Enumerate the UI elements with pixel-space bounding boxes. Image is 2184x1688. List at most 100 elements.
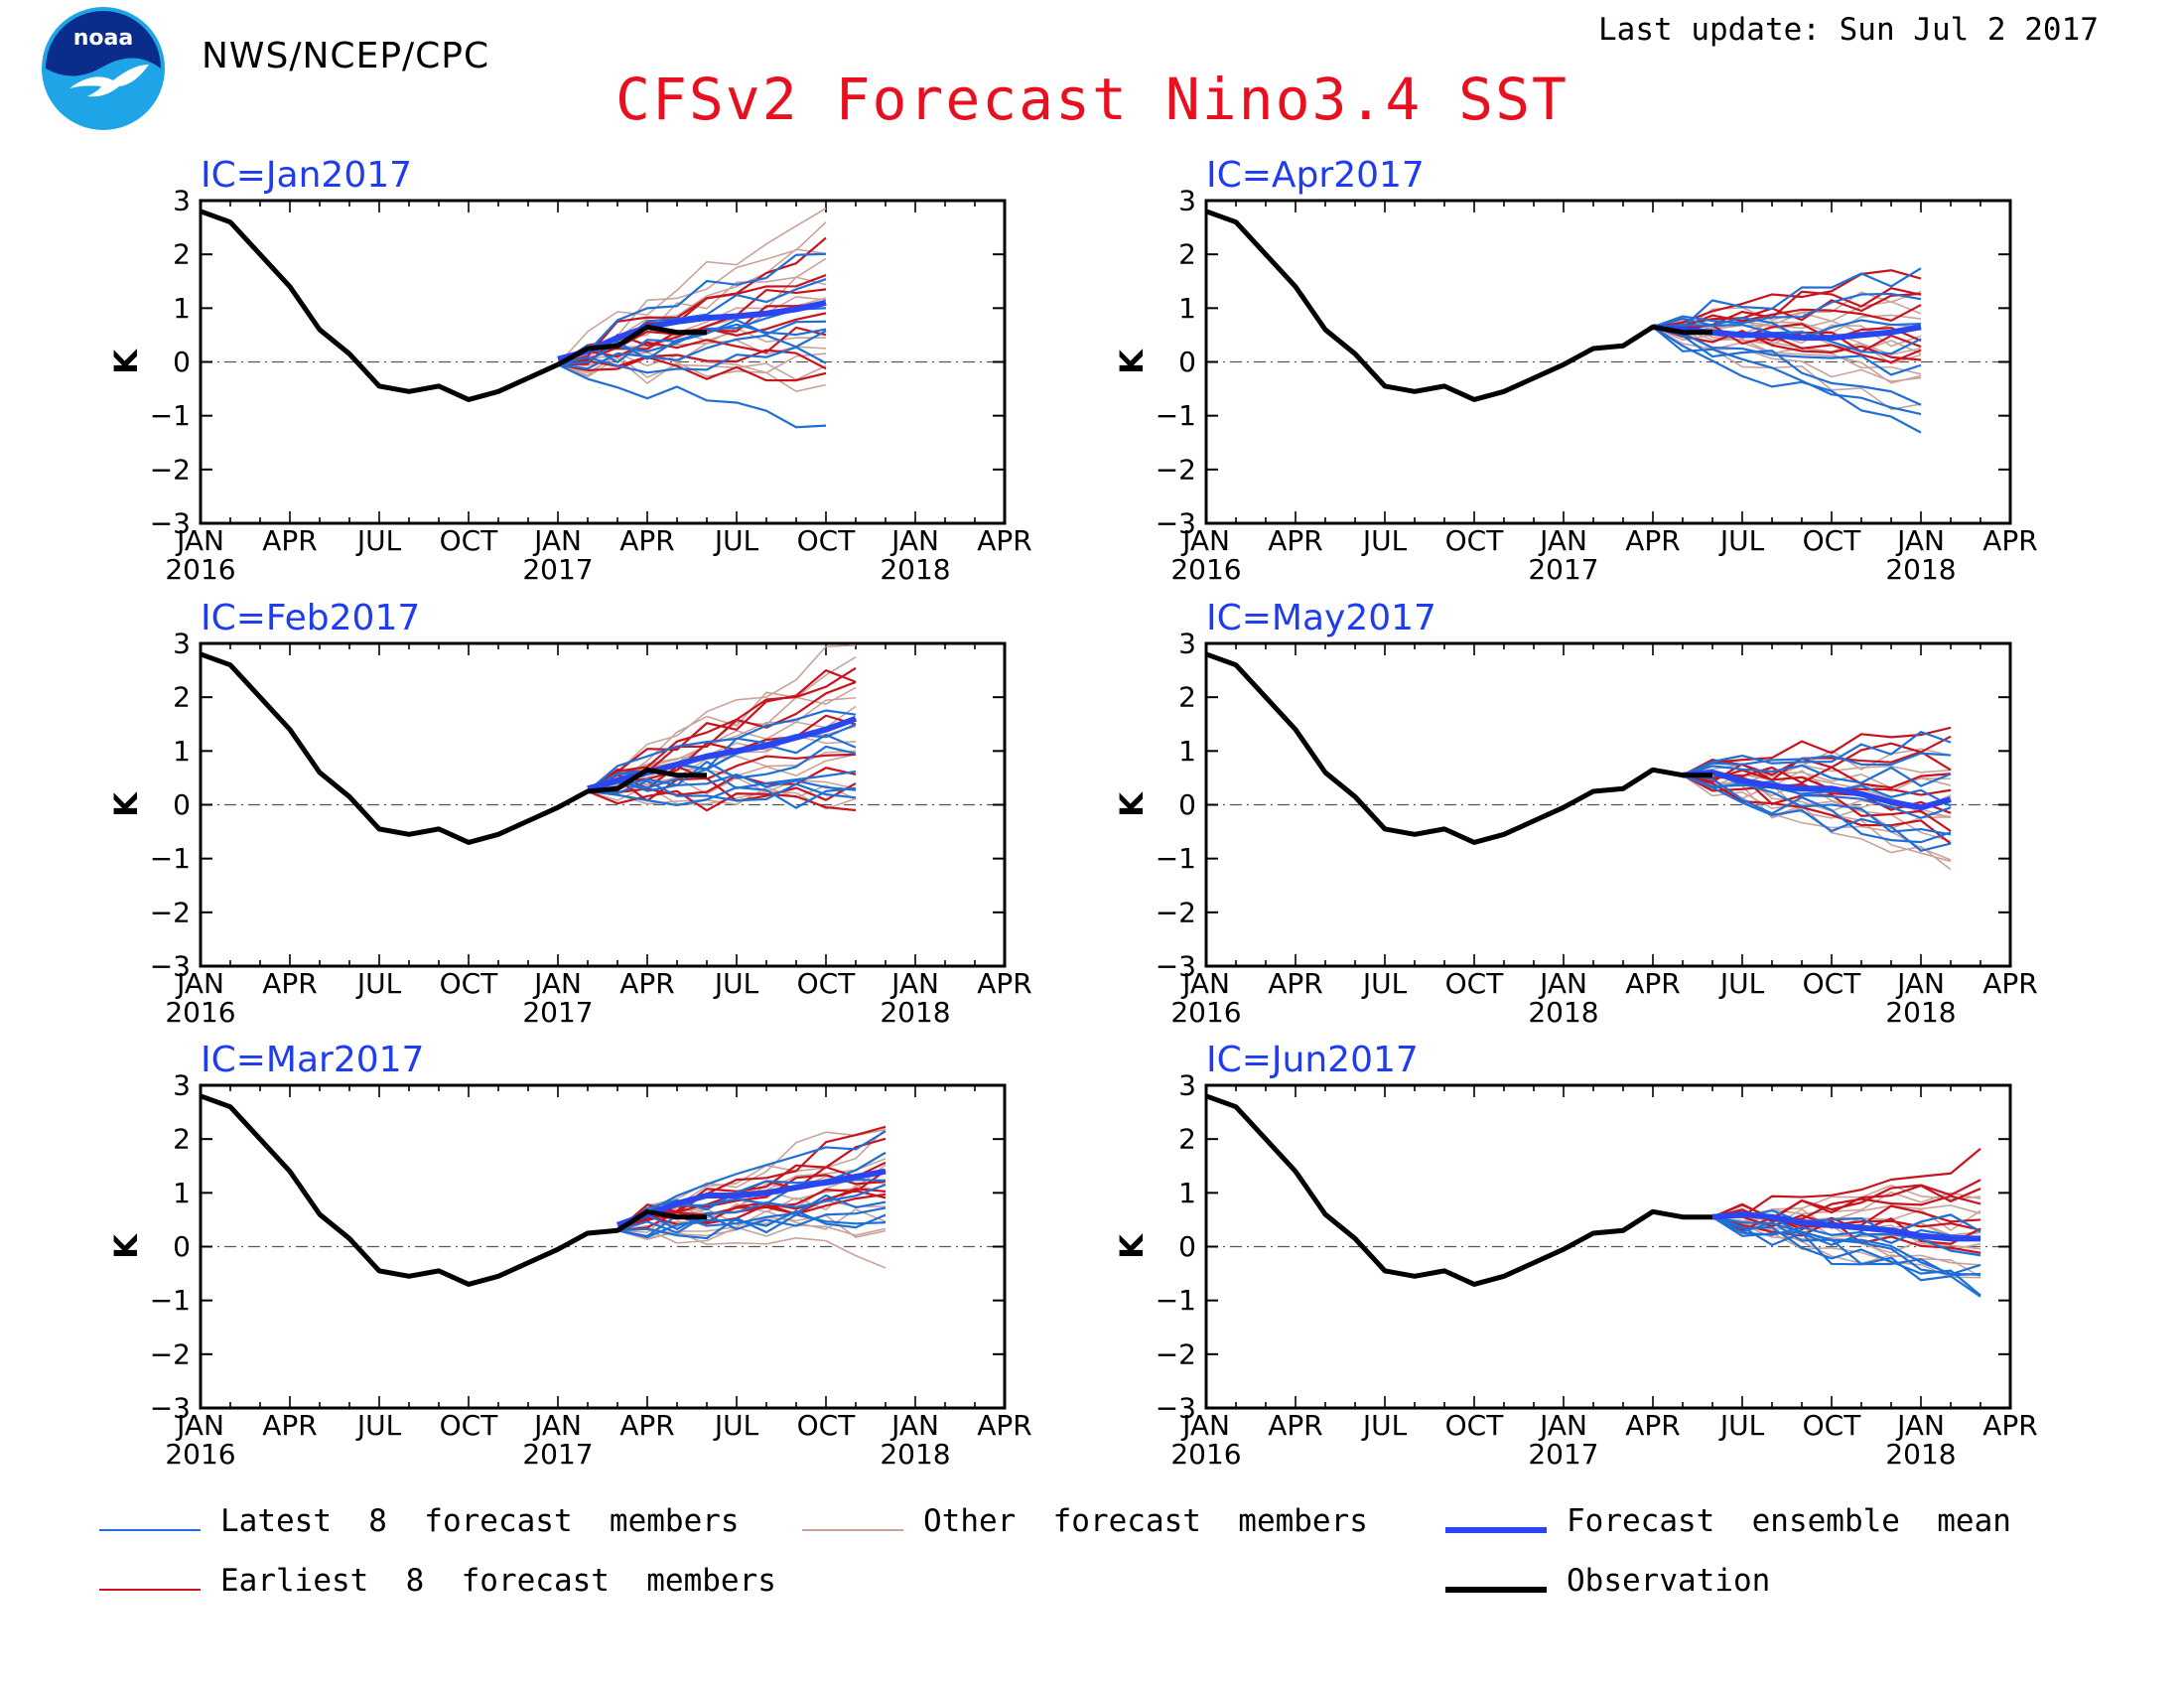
- x-tick-label: JAN: [532, 524, 582, 557]
- x-tick-label: JAN: [889, 967, 939, 1000]
- x-tick-label: APR: [1982, 524, 2038, 557]
- x-tick-label: JUL: [1718, 967, 1765, 1000]
- x-tick-label: JUL: [1718, 524, 1765, 557]
- y-tick-label: 3: [173, 185, 191, 217]
- y-tick-label: 0: [173, 346, 191, 378]
- y-tick-label: 0: [1178, 346, 1196, 378]
- noaa-logo: noaa: [42, 7, 165, 130]
- latest-member-line: [1682, 752, 1952, 776]
- y-tick-label: 3: [1178, 628, 1196, 660]
- earliest-member-line: [587, 789, 857, 812]
- x-tick-label: JAN: [1538, 967, 1587, 1000]
- x-tick-label: APR: [1982, 967, 2038, 1000]
- observation-line: [1205, 209, 1712, 402]
- observation-line: [200, 1093, 707, 1287]
- latest-member-line: [1652, 326, 1922, 434]
- earliest-member-line: [1711, 1184, 1981, 1221]
- x-tick-label: JAN: [889, 1409, 939, 1442]
- latest-member-line: [1682, 764, 1952, 787]
- latest-member-line: [1652, 326, 1922, 416]
- earliest-member-line: [616, 1190, 887, 1232]
- x-tick-label: JAN: [1180, 967, 1230, 1000]
- x-tick-label: APR: [1268, 967, 1323, 1000]
- other-member-line: [587, 644, 857, 792]
- y-tick-label: −3: [150, 1392, 191, 1425]
- x-tick-label: OCT: [797, 1409, 857, 1442]
- earliest-member-line: [587, 680, 857, 792]
- latest-member-line: [1652, 292, 1922, 329]
- y-tick-label: 1: [1178, 735, 1196, 768]
- x-tick-label: JAN: [1180, 524, 1230, 557]
- x-tick-label: JUL: [1361, 1409, 1408, 1442]
- y-tick-label: 2: [173, 681, 191, 714]
- y-tick-label: 2: [1178, 238, 1196, 271]
- observation-line: [1205, 651, 1712, 845]
- y-tick-label: −1: [1156, 1284, 1196, 1317]
- y-tick-label: −3: [1156, 507, 1196, 540]
- x-tick-year: 2018: [1885, 553, 1956, 586]
- y-tick-label: −2: [1156, 1337, 1196, 1370]
- panel-title: IC=Jan2017: [201, 155, 412, 196]
- x-tick-label: APR: [977, 524, 1032, 557]
- logo-text: noaa: [73, 26, 133, 51]
- x-tick-label: JAN: [1895, 1409, 1945, 1442]
- legend-latest-swatch: [99, 1529, 201, 1531]
- y-tick-label: −3: [1156, 950, 1196, 983]
- x-tick-year: 2016: [1170, 996, 1241, 1029]
- latest-member-line: [1652, 316, 1922, 340]
- x-tick-year: 2016: [165, 553, 235, 586]
- x-tick-label: JAN: [1895, 524, 1945, 557]
- figure-title: CFSv2 Forecast Nino3.4 SST: [615, 66, 1569, 133]
- x-tick-label: JUL: [1361, 967, 1408, 1000]
- y-tick-label: 3: [1178, 1069, 1196, 1102]
- y-tick-label: −1: [1156, 399, 1196, 432]
- earliest-member-line: [1711, 1148, 1981, 1218]
- y-tick-label: 3: [173, 1069, 191, 1102]
- x-tick-label: JAN: [175, 1409, 224, 1442]
- x-tick-label: JAN: [1180, 1409, 1230, 1442]
- y-tick-label: −2: [150, 453, 191, 486]
- legend-observation-label: Observation: [1567, 1563, 1771, 1599]
- y-tick-label: 0: [173, 788, 191, 821]
- latest-member-line: [1682, 774, 1952, 836]
- y-tick-label: −3: [150, 950, 191, 983]
- x-tick-label: OCT: [1803, 967, 1862, 1000]
- x-tick-label: APR: [1268, 524, 1323, 557]
- earliest-member-line: [557, 355, 827, 382]
- y-tick-label: −2: [1156, 896, 1196, 928]
- y-tick-label: −2: [150, 896, 191, 928]
- x-tick-year: 2017: [522, 1438, 593, 1471]
- x-tick-year: 2018: [1885, 996, 1956, 1029]
- other-member-line: [616, 1229, 887, 1269]
- y-tick-label: 1: [173, 1177, 191, 1209]
- x-tick-label: OCT: [797, 524, 857, 557]
- y-tick-label: 2: [173, 1123, 191, 1156]
- x-tick-year: 2016: [1170, 553, 1241, 586]
- earliest-member-line: [557, 236, 827, 366]
- legend-mean-label: Forecast ensemble mean: [1567, 1503, 2011, 1539]
- panel-title: IC=May2017: [1206, 598, 1436, 638]
- x-tick-label: OCT: [797, 967, 857, 1000]
- latest-member-line: [1682, 774, 1952, 852]
- earliest-member-line: [1682, 735, 1952, 776]
- x-tick-label: OCT: [1445, 1409, 1505, 1442]
- x-tick-label: OCT: [440, 524, 499, 557]
- other-member-line: [616, 1224, 887, 1244]
- latest-member-line: [587, 785, 857, 809]
- y-tick-label: 1: [1178, 1177, 1196, 1209]
- x-tick-label: APR: [1982, 1409, 2038, 1442]
- latest-member-line: [616, 1213, 887, 1240]
- y-tick-label: 1: [173, 292, 191, 325]
- ensemble-mean-line: [1682, 770, 1952, 811]
- earliest-member-line: [1652, 269, 1922, 329]
- x-tick-label: OCT: [1803, 524, 1862, 557]
- y-tick-label: 2: [1178, 1123, 1196, 1156]
- y-tick-label: −2: [1156, 453, 1196, 486]
- legend-mean-swatch: [1445, 1527, 1547, 1533]
- latest-member-line: [616, 1184, 887, 1232]
- legend-observation-swatch: [1445, 1587, 1547, 1593]
